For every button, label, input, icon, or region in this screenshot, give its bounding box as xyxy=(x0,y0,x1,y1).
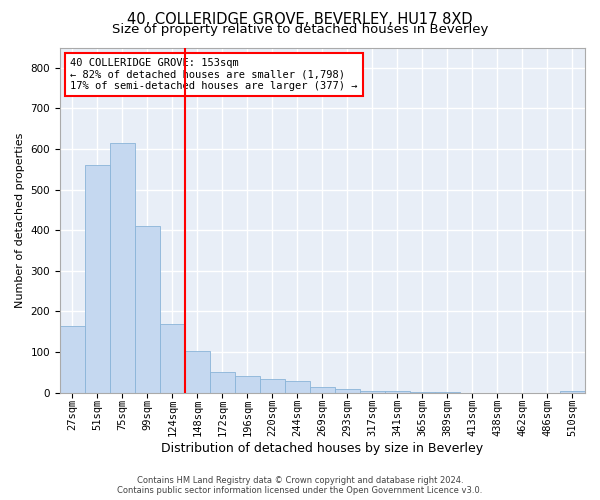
Text: Size of property relative to detached houses in Beverley: Size of property relative to detached ho… xyxy=(112,22,488,36)
Bar xyxy=(360,390,385,392)
Bar xyxy=(60,326,85,392)
Bar xyxy=(185,352,210,393)
Bar xyxy=(560,390,585,392)
Bar xyxy=(210,372,235,392)
Bar xyxy=(260,380,285,392)
X-axis label: Distribution of detached houses by size in Beverley: Distribution of detached houses by size … xyxy=(161,442,484,455)
Bar xyxy=(335,388,360,392)
Text: Contains HM Land Registry data © Crown copyright and database right 2024.
Contai: Contains HM Land Registry data © Crown c… xyxy=(118,476,482,495)
Bar xyxy=(385,391,410,392)
Bar xyxy=(285,382,310,392)
Bar xyxy=(85,166,110,392)
Bar xyxy=(110,143,135,392)
Text: 40, COLLERIDGE GROVE, BEVERLEY, HU17 8XD: 40, COLLERIDGE GROVE, BEVERLEY, HU17 8XD xyxy=(127,12,473,28)
Y-axis label: Number of detached properties: Number of detached properties xyxy=(15,132,25,308)
Bar xyxy=(135,226,160,392)
Bar xyxy=(160,324,185,392)
Bar xyxy=(235,376,260,392)
Text: 40 COLLERIDGE GROVE: 153sqm
← 82% of detached houses are smaller (1,798)
17% of : 40 COLLERIDGE GROVE: 153sqm ← 82% of det… xyxy=(70,58,358,91)
Bar xyxy=(310,388,335,392)
